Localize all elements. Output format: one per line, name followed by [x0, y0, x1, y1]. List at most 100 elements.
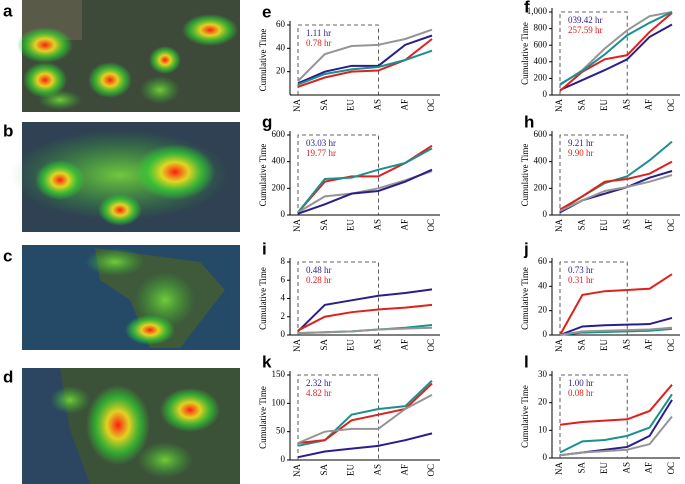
y-tick-label: 0 [281, 454, 286, 464]
y-tick-label: 200 [272, 182, 286, 192]
series-line [297, 382, 433, 444]
map-a [17, 0, 240, 112]
annotation: 0.31 hr [568, 275, 594, 285]
dashed-box [297, 261, 379, 335]
x-tick-label: SA [319, 219, 329, 231]
y-tick-label: 10 [538, 424, 548, 434]
series-line [297, 303, 433, 332]
series-line [297, 147, 433, 213]
x-tick-label: OC [666, 339, 676, 352]
series-line [559, 273, 673, 336]
series-line [297, 34, 433, 85]
x-tick-label: EU [599, 99, 609, 111]
panel-label: k [262, 352, 272, 371]
x-tick-label: AS [621, 99, 631, 111]
x-tick-label: OC [666, 462, 676, 475]
x-tick-label: EU [346, 99, 356, 111]
annotation: 0.08 hr [568, 388, 594, 398]
y-axis-label: Cumulative Time [520, 385, 530, 448]
y-tick-label: 100 [272, 397, 286, 407]
y-tick-label: 60 [538, 256, 548, 266]
annotation: 19.77 hr [306, 148, 336, 158]
y-tick-label: 40 [276, 42, 286, 52]
y-tick-label: 2 [281, 311, 286, 321]
x-tick-label: AF [399, 99, 409, 111]
x-tick-label: OC [666, 99, 676, 112]
x-tick-label: NA [292, 464, 302, 477]
panel-label: c [3, 246, 12, 265]
x-tick-label: EU [346, 464, 356, 476]
x-tick-label: NA [292, 99, 302, 112]
panel-label: l [524, 352, 529, 371]
x-tick-label: NA [554, 99, 564, 112]
x-tick-label: OC [426, 99, 436, 112]
x-tick-label: AF [399, 464, 409, 476]
x-tick-label: OC [426, 339, 436, 352]
y-tick-label: 8 [281, 256, 286, 266]
series-line [559, 317, 673, 336]
annotation: 1.11 hr [306, 28, 331, 38]
y-tick-label: 200 [534, 72, 548, 82]
y-tick-label: 40 [538, 280, 548, 290]
x-tick-label: SA [576, 339, 586, 351]
x-tick-label: SA [576, 99, 586, 111]
x-tick-label: AS [621, 339, 631, 351]
y-tick-label: 0 [281, 209, 286, 219]
x-tick-label: EU [346, 219, 356, 231]
x-tick-label: AF [644, 462, 654, 474]
x-tick-label: AS [372, 339, 382, 351]
x-tick-label: OC [426, 464, 436, 477]
x-tick-label: SA [319, 339, 329, 351]
chart: i Cumulative Time 0 2 4 6 8 NA SA EU AS AF OC 0.48 hr… [258, 239, 440, 352]
y-tick-label: 20 [538, 305, 548, 315]
panel-label: b [3, 121, 13, 140]
annotation: 9.21 hr [568, 138, 594, 148]
x-tick-label: EU [346, 339, 356, 351]
x-tick-label: AS [372, 99, 382, 111]
series-line [559, 327, 673, 336]
x-tick-label: OC [666, 219, 676, 232]
series-line [297, 432, 433, 459]
series-line [297, 38, 433, 88]
y-tick-label: 0 [543, 209, 548, 219]
y-axis-label: Cumulative Time [258, 144, 268, 207]
y-tick-label: 400 [534, 56, 548, 66]
annotation: 0.78 hr [306, 38, 332, 48]
panel-label: i [262, 239, 267, 258]
map-d [22, 368, 240, 484]
x-tick-label: EU [599, 339, 609, 351]
y-tick-label: 30 [538, 369, 548, 379]
dashed-box [559, 134, 628, 215]
map-c [22, 245, 240, 350]
dashed-box [297, 24, 379, 95]
series-line [297, 49, 433, 86]
x-tick-label: OC [426, 219, 436, 232]
map-b [10, 122, 240, 232]
chart: l Cumulative Time 0 10 20 30 NA SA EU AS AF OC 1.00 … [520, 352, 680, 475]
x-tick-label: NA [554, 462, 564, 475]
panel-label: e [262, 2, 271, 21]
y-tick-label: 600 [272, 129, 286, 139]
series-line [559, 11, 673, 86]
y-tick-label: 50 [276, 426, 286, 436]
dashed-box [297, 134, 379, 215]
annotation: 0.28 hr [306, 275, 332, 285]
x-tick-label: EU [599, 462, 609, 474]
annotation: 0.48 hr [306, 265, 332, 275]
panel-label: j [523, 239, 529, 258]
y-axis-label: Cumulative Time [258, 29, 268, 92]
chart: f Cumulative Time 0 200 400 600 800 1,000 NA SA EU… [520, 0, 680, 112]
annotation: 9.90 hr [568, 148, 594, 158]
annotation: 257.59 hr [568, 25, 603, 35]
x-tick-label: NA [554, 339, 564, 352]
x-tick-label: AS [372, 464, 382, 476]
x-tick-label: AF [399, 219, 409, 231]
series-line [559, 326, 673, 336]
y-tick-label: 4 [281, 293, 286, 303]
y-axis-label: Cumulative Time [258, 267, 268, 330]
x-tick-label: SA [319, 99, 329, 111]
y-axis-label: Cumulative Time [258, 386, 268, 449]
y-axis-label: Cumulative Time [520, 267, 530, 330]
series-line [297, 28, 433, 82]
series-line [297, 393, 433, 444]
